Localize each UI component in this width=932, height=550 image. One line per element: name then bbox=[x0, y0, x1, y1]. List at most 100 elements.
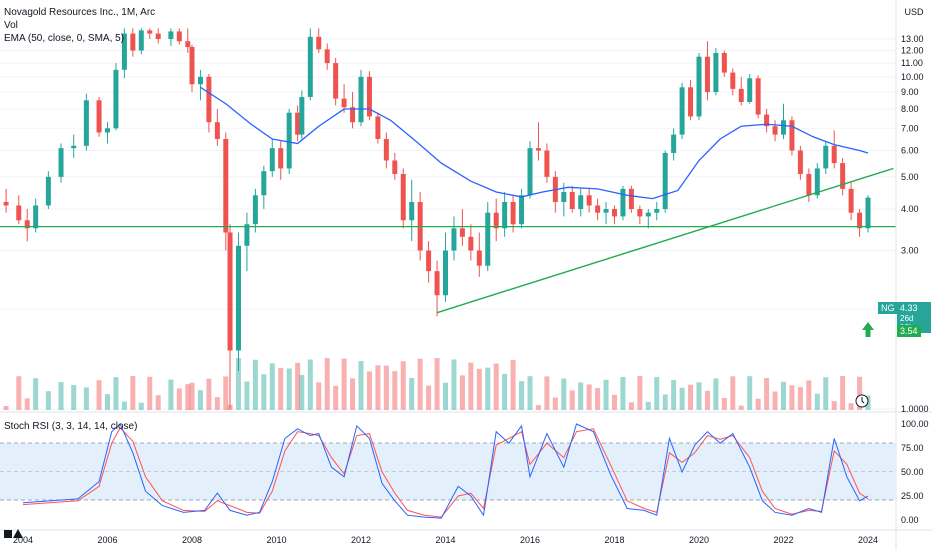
volume-bar bbox=[814, 393, 820, 410]
volume-bar bbox=[197, 390, 203, 410]
stoch-axis[interactable]: 100.00 75.00 50.00 25.00 0.00 bbox=[901, 419, 929, 525]
candle-body bbox=[848, 188, 854, 213]
candle-body bbox=[857, 212, 863, 229]
candle-body bbox=[831, 145, 837, 164]
candle-body bbox=[747, 78, 753, 102]
candle-body bbox=[569, 192, 575, 210]
candle-body bbox=[227, 232, 233, 351]
candle-body bbox=[316, 36, 322, 50]
volume-bar bbox=[96, 380, 102, 410]
ema-line bbox=[200, 86, 869, 200]
volume-bar bbox=[493, 363, 499, 410]
candle-body bbox=[350, 107, 356, 123]
price-tick-label: 9.00 bbox=[901, 87, 919, 97]
volume-bar bbox=[307, 359, 313, 410]
volume-bar bbox=[295, 362, 301, 410]
candle-body bbox=[789, 120, 795, 151]
candle-body bbox=[586, 195, 592, 206]
volume-bar bbox=[831, 401, 837, 410]
price-axis[interactable]: 13.00 12.00 11.00 10.00 9.00 8.00 7.00 6.00 5.00… bbox=[901, 34, 929, 414]
alert-clock-icon[interactable] bbox=[855, 394, 869, 408]
volume-bar bbox=[223, 376, 229, 410]
time-tick-label: 2008 bbox=[182, 535, 202, 545]
volume-bar bbox=[3, 406, 9, 410]
time-tick-label: 2014 bbox=[435, 535, 455, 545]
candle-body bbox=[637, 209, 643, 217]
volume-bars bbox=[3, 358, 871, 410]
volume-bar bbox=[747, 376, 753, 410]
volume-bar bbox=[261, 374, 267, 410]
volume-bar bbox=[451, 359, 457, 410]
price-tick-label: 5.00 bbox=[901, 172, 919, 182]
candle-body bbox=[185, 41, 191, 47]
volume-bar bbox=[83, 387, 89, 410]
volume-bar bbox=[645, 401, 651, 410]
volume-bar bbox=[155, 395, 161, 410]
volume-bar bbox=[33, 378, 39, 410]
volume-bar bbox=[185, 384, 191, 410]
volume-bar bbox=[772, 391, 778, 410]
volume-bar bbox=[341, 358, 347, 410]
trend-line[interactable] bbox=[436, 167, 894, 314]
volume-bar bbox=[679, 387, 685, 410]
volume-bar bbox=[823, 377, 829, 410]
candle-body bbox=[130, 33, 136, 51]
price-tick-label: 12.00 bbox=[901, 46, 924, 56]
currency-label[interactable]: USD bbox=[904, 7, 924, 17]
candle-body bbox=[814, 168, 820, 196]
volume-bar bbox=[278, 367, 284, 410]
candle-body bbox=[223, 138, 229, 233]
candle-body bbox=[71, 145, 77, 149]
volume-bar bbox=[476, 368, 482, 410]
volume-bar bbox=[316, 382, 322, 410]
volume-bar bbox=[696, 382, 702, 410]
candle-body bbox=[147, 30, 153, 34]
candle-body bbox=[671, 134, 677, 153]
candle-body bbox=[105, 128, 110, 133]
legend-ema[interactable]: EMA (50, close, 0, SMA, 5) bbox=[4, 33, 125, 44]
price-tick-label: 4.00 bbox=[901, 204, 919, 214]
candle-body bbox=[451, 228, 457, 251]
candle-body bbox=[168, 31, 174, 39]
time-axis[interactable]: 2004 2006 2008 2010 2012 2014 2016 2018 2020 2022… bbox=[13, 535, 878, 545]
candle-body bbox=[865, 197, 871, 229]
candle-body bbox=[197, 76, 203, 85]
volume-bar bbox=[168, 379, 174, 410]
legend-stoch-rsi[interactable]: Stoch RSI (3, 3, 14, 14, close) bbox=[4, 421, 138, 432]
volume-bar bbox=[519, 381, 525, 410]
candle-body bbox=[261, 171, 267, 196]
price-tick-label: 1.0000 bbox=[901, 404, 929, 414]
price-tick-label: 7.00 bbox=[901, 123, 919, 133]
volume-bar bbox=[24, 398, 30, 410]
candle-body bbox=[688, 87, 694, 117]
volume-bar bbox=[189, 382, 195, 410]
candle-body bbox=[595, 205, 601, 213]
candle-body bbox=[823, 145, 829, 169]
candle-body bbox=[468, 236, 474, 251]
stoch-tick-label: 0.00 bbox=[901, 515, 919, 525]
candle-body bbox=[443, 250, 448, 296]
volume-bar bbox=[654, 377, 660, 410]
stoch-d-line bbox=[22, 426, 869, 518]
candle-body bbox=[155, 33, 161, 39]
volume-bar bbox=[857, 376, 863, 410]
legend-volume[interactable]: Vol bbox=[4, 20, 18, 31]
candle-body bbox=[16, 205, 22, 221]
volume-bar bbox=[806, 380, 812, 410]
candle-body bbox=[383, 138, 389, 161]
volume-bar bbox=[586, 384, 592, 410]
price-pane[interactable] bbox=[0, 0, 896, 412]
candle-body bbox=[561, 192, 567, 202]
candle-body bbox=[341, 98, 347, 108]
volume-bar bbox=[569, 390, 575, 410]
volume-bar bbox=[383, 365, 389, 410]
volume-bar bbox=[603, 379, 609, 410]
candle-body bbox=[96, 100, 102, 133]
stoch-tick-label: 25.00 bbox=[901, 491, 924, 501]
volume-bar bbox=[400, 361, 406, 410]
legend-title[interactable]: Novagold Resources Inc., 1M, Arc bbox=[4, 7, 156, 18]
candle-body bbox=[713, 52, 719, 93]
candle-body bbox=[510, 201, 516, 225]
candle-body bbox=[235, 245, 241, 351]
